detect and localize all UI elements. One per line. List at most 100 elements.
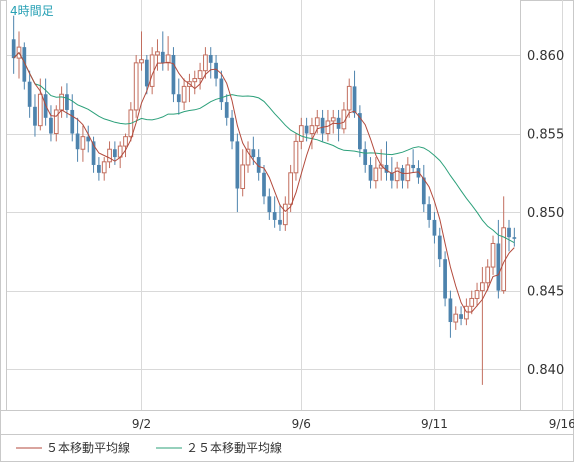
candle-body-down xyxy=(389,172,394,181)
candle-body-up xyxy=(123,136,128,147)
candle-body-down xyxy=(459,314,463,319)
period-label: 4時間足 xyxy=(10,4,54,18)
candle-body-up xyxy=(192,78,198,83)
candle-body-down xyxy=(86,136,91,142)
candle-body-down xyxy=(411,164,416,169)
y-tick-label: 0.840 xyxy=(527,363,564,378)
candle xyxy=(309,117,315,150)
candle-body-up xyxy=(373,167,379,182)
candle-body-down xyxy=(358,113,362,150)
candle-body-up xyxy=(133,62,139,111)
candle xyxy=(33,94,37,137)
candle-body-down xyxy=(112,149,117,158)
candle xyxy=(507,219,511,252)
candle-body-down xyxy=(384,164,389,173)
candle-body-down xyxy=(144,59,149,87)
candle xyxy=(208,47,213,79)
candle-body-up xyxy=(165,54,171,64)
candle xyxy=(107,141,112,169)
candle xyxy=(459,306,463,326)
candle-body-up xyxy=(240,164,246,190)
candle-body-up xyxy=(245,148,251,166)
candle-body-down xyxy=(219,78,224,103)
candle-body-down xyxy=(448,298,453,323)
candle xyxy=(256,149,261,181)
candle-body-down xyxy=(416,168,421,178)
candle-body-down xyxy=(70,109,75,134)
candle-body-down xyxy=(267,196,272,213)
candle xyxy=(282,196,288,231)
candle xyxy=(75,117,80,162)
candle-body-down xyxy=(11,39,16,59)
candle xyxy=(427,196,431,228)
candle xyxy=(437,227,442,268)
candle-body-up xyxy=(155,51,160,56)
candle xyxy=(272,196,277,228)
candle xyxy=(394,161,400,189)
candle-body-up xyxy=(330,117,336,122)
candle xyxy=(49,105,53,142)
candle-body-down xyxy=(224,102,229,118)
candle-body-up xyxy=(325,120,331,135)
y-tick-label: 0.860 xyxy=(527,49,564,64)
moving-average-lines xyxy=(13,51,515,313)
candle-body-down xyxy=(251,149,256,158)
candle xyxy=(346,78,352,118)
candle-body-up xyxy=(203,54,208,72)
plot-area xyxy=(6,0,520,410)
candle-body-down xyxy=(97,164,101,173)
candle xyxy=(352,70,357,118)
candle xyxy=(293,133,299,181)
candle-body-down xyxy=(432,219,437,236)
candle xyxy=(181,78,187,110)
candle xyxy=(262,164,266,205)
candle-body-up xyxy=(139,59,144,64)
candle-body-up xyxy=(453,313,459,323)
candle xyxy=(11,15,16,74)
candle xyxy=(133,54,139,118)
candle-body-down xyxy=(507,227,511,238)
candle xyxy=(97,157,101,181)
candle xyxy=(411,149,416,173)
candle xyxy=(288,164,293,213)
candle-body-down xyxy=(256,157,261,173)
legend: ５本移動平均線 ２５本移動平均線 xyxy=(16,440,282,455)
candle-body-up xyxy=(53,109,59,135)
candle xyxy=(421,164,426,213)
candle-body-up xyxy=(282,203,288,226)
candle-body-down xyxy=(75,133,80,150)
candle xyxy=(245,141,251,173)
candle xyxy=(22,42,27,90)
candle-body-up xyxy=(197,70,203,80)
x-tick-label: 9/6 xyxy=(292,417,311,431)
candle-body-down xyxy=(160,51,165,63)
y-axis-ticks: 0.860 0.855 0.850 0.845 0.840 xyxy=(527,49,564,378)
candle xyxy=(485,259,491,291)
candle xyxy=(267,188,272,220)
x-tick-label: 9/11 xyxy=(421,417,448,431)
candle xyxy=(139,31,144,71)
candle-body-down xyxy=(512,237,517,239)
candle xyxy=(144,54,149,95)
candle xyxy=(86,125,91,153)
candle-body-up xyxy=(80,136,86,150)
candle-body-up xyxy=(181,85,187,103)
candle xyxy=(192,70,198,95)
candle xyxy=(101,157,107,181)
candle xyxy=(214,54,218,87)
candle xyxy=(368,157,373,189)
candle xyxy=(320,109,325,142)
candle-body-down xyxy=(235,141,240,189)
candle-body-down xyxy=(33,106,37,126)
candle xyxy=(400,164,405,189)
candle-body-down xyxy=(214,62,218,79)
x-tick-label: 9/16 xyxy=(549,417,574,431)
candle xyxy=(37,78,43,131)
candle xyxy=(230,109,234,150)
candle-body-down xyxy=(230,117,234,142)
candle xyxy=(160,31,165,71)
candle xyxy=(278,204,282,231)
candle-body-up xyxy=(293,140,299,174)
candle xyxy=(453,306,459,330)
candle xyxy=(203,47,208,79)
